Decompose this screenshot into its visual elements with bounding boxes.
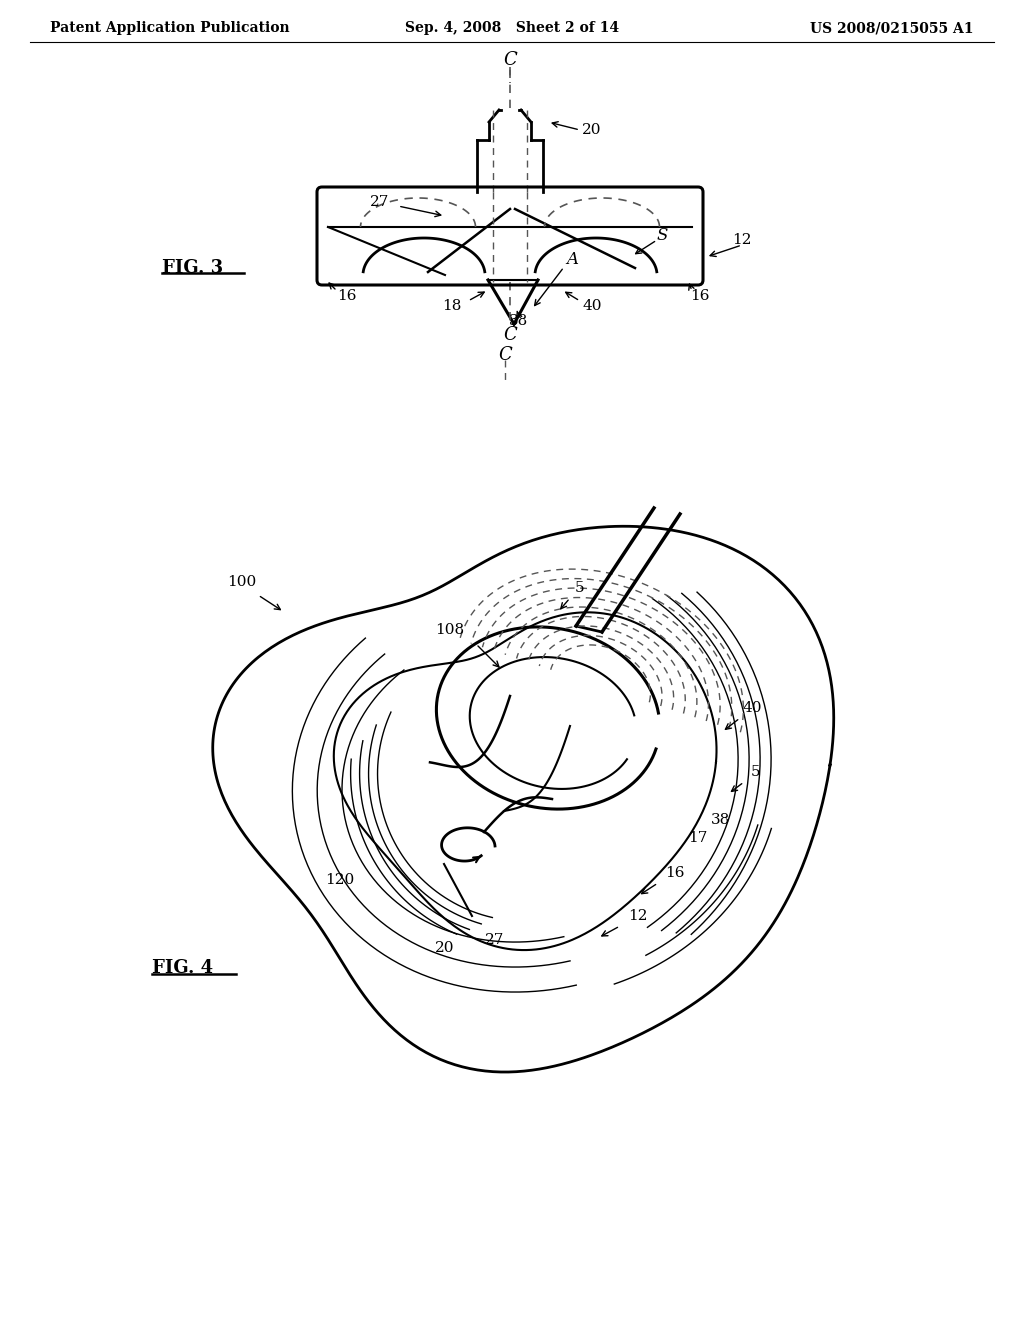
Text: 5: 5: [752, 766, 761, 779]
Text: C: C: [503, 51, 517, 69]
Text: 27: 27: [371, 195, 390, 209]
Text: 5: 5: [575, 581, 585, 595]
Text: 120: 120: [326, 873, 354, 887]
Text: 20: 20: [435, 941, 455, 954]
Text: 27: 27: [485, 933, 505, 946]
Text: FIG. 3: FIG. 3: [162, 259, 223, 277]
Text: 12: 12: [732, 234, 752, 247]
Text: 38: 38: [711, 813, 730, 828]
Text: 100: 100: [227, 576, 257, 589]
Text: C: C: [498, 346, 512, 364]
Text: 18: 18: [442, 300, 462, 313]
Text: 108: 108: [435, 623, 465, 638]
Text: 16: 16: [337, 289, 356, 304]
Text: 38: 38: [508, 314, 527, 327]
Text: Sep. 4, 2008   Sheet 2 of 14: Sep. 4, 2008 Sheet 2 of 14: [404, 21, 620, 36]
Text: 40: 40: [742, 701, 762, 715]
Text: 17: 17: [688, 832, 708, 845]
Text: 16: 16: [666, 866, 685, 880]
Text: 16: 16: [690, 289, 710, 304]
Text: C: C: [503, 326, 517, 345]
Text: 12: 12: [629, 909, 648, 923]
Text: US 2008/0215055 A1: US 2008/0215055 A1: [811, 21, 974, 36]
Text: 40: 40: [583, 300, 602, 313]
Text: FIG. 4: FIG. 4: [152, 960, 213, 977]
Text: A: A: [566, 252, 578, 268]
Text: Patent Application Publication: Patent Application Publication: [50, 21, 290, 36]
Text: 20: 20: [583, 123, 602, 137]
Text: S: S: [656, 227, 668, 244]
